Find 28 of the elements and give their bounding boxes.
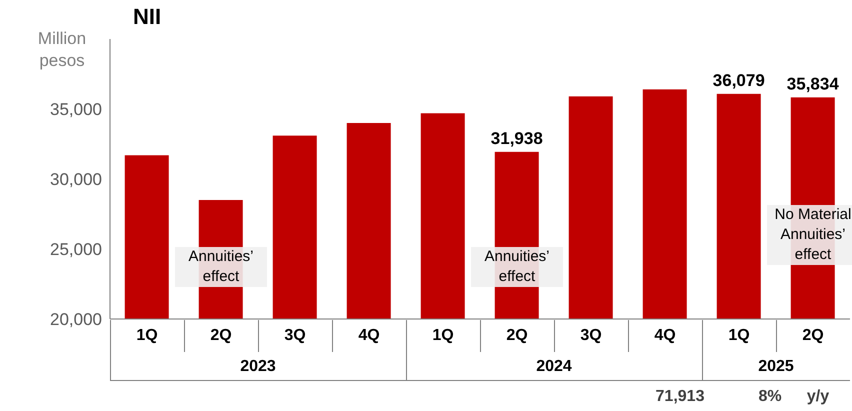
chart-title: NII (133, 4, 162, 30)
x-tick-label: 3Q (284, 327, 306, 344)
text: y/y (806, 388, 830, 406)
x-tick-label: 1Q (136, 327, 158, 344)
annotation: Annuities’ effect (175, 247, 267, 287)
data-label: 36,079 (712, 70, 765, 90)
x-tick-label: 2Q (802, 327, 824, 344)
y-tick-label: 35,000 (50, 100, 102, 120)
text: 2023 (239, 358, 277, 376)
x-tick-label: 2Q (210, 327, 232, 344)
annotation: No Material Annuities’ effect (767, 205, 852, 265)
y-tick-label: 20,000 (50, 310, 102, 330)
annotation: Annuities’ effect (471, 247, 563, 287)
x-tick-label: 4Q (654, 327, 676, 344)
x-tick-label: 1Q (432, 327, 454, 344)
y-tick-label: 30,000 (50, 170, 102, 190)
y-tick-label: 25,000 (50, 240, 102, 260)
x-tick-label: 4Q (358, 327, 380, 344)
text: 71,913 (654, 388, 706, 406)
text: 8% (757, 388, 783, 406)
text: 2024 (535, 358, 573, 376)
x-tick-label: 1Q (728, 327, 750, 344)
data-label: 31,938 (490, 128, 543, 148)
x-tick-label: 3Q (580, 327, 602, 344)
x-tick-label: 2Q (506, 327, 528, 344)
y-axis-title: Million pesos (36, 28, 88, 72)
text: 2025 (757, 358, 795, 376)
data-label: 35,834 (786, 74, 840, 94)
